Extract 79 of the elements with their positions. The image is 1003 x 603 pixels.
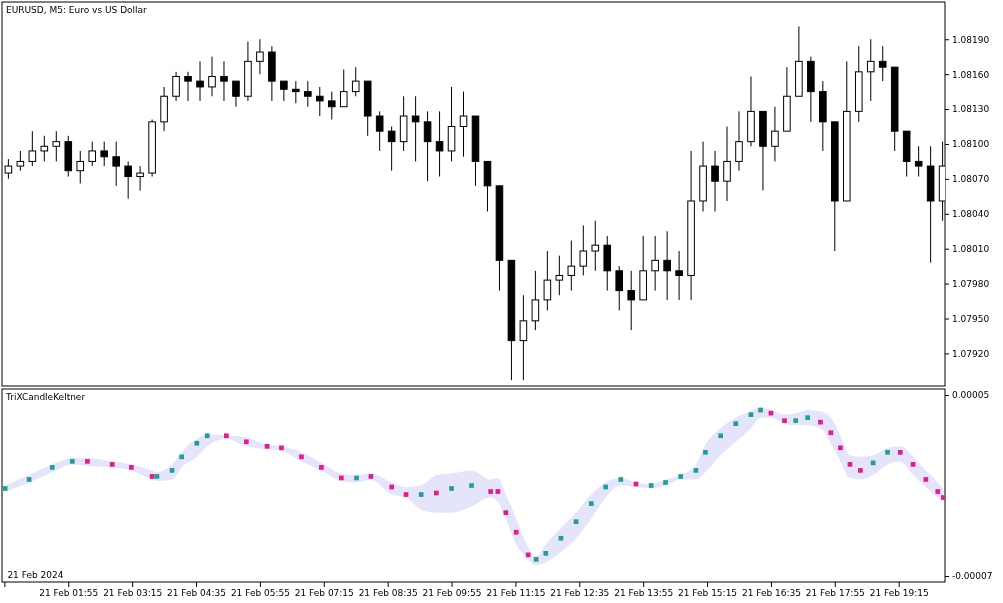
candlestick: [914, 145, 923, 178]
candlestick: [663, 230, 671, 301]
x-tick-label: 21 Feb 08:35: [358, 588, 418, 599]
candlestick: [172, 71, 180, 102]
y-tick-label: -0.00007: [952, 571, 993, 582]
x-tick-label: 21 Feb 17:55: [805, 588, 865, 599]
candlestick: [723, 126, 731, 202]
y-tick-label: 1.08040: [952, 209, 990, 220]
x-tick-label: 21 Feb 05:55: [230, 588, 290, 599]
candlestick: [4, 158, 13, 180]
candlestick: [411, 95, 420, 162]
x-tick-label: 21 Feb 13:55: [614, 588, 674, 599]
x-tick-label: 21 Feb 12:35: [550, 588, 610, 599]
candlestick: [76, 150, 85, 185]
candlestick: [316, 86, 324, 117]
candlestick: [531, 270, 540, 331]
candlestick: [675, 250, 683, 301]
candlestick: [88, 141, 97, 167]
candlestick: [28, 130, 37, 167]
candlestick: [878, 45, 887, 82]
candlestick: [459, 91, 468, 158]
candlestick: [124, 160, 132, 200]
y-tick-label: 0.00005: [952, 390, 990, 401]
candlestick: [543, 250, 552, 311]
y-tick-label: 1.07980: [952, 278, 990, 289]
x-tick-label: 21 Feb 16:35: [741, 588, 801, 599]
candlestick: [423, 110, 432, 182]
candlestick: [136, 165, 144, 192]
x-tick-label: 21 Feb 03:15: [103, 588, 163, 599]
x-tick-label: 21 Feb 01:55: [39, 588, 99, 599]
y-tick-label: 1.07920: [952, 348, 990, 359]
y-tick-label: 1.08100: [952, 139, 990, 150]
candlestick: [771, 106, 779, 162]
annotation: 21 Feb 2024: [7, 570, 64, 580]
chart-title: EURUSD, M5: Euro vs US Dollar: [6, 5, 148, 15]
candlestick: [280, 80, 288, 102]
y-tick-label: 1.08160: [952, 69, 990, 80]
x-tick-label: 21 Feb 04:35: [167, 588, 227, 599]
candlestick: [866, 38, 875, 102]
candlestick: [375, 110, 384, 152]
candlestick: [387, 126, 396, 172]
y-tick-label: 1.08130: [952, 104, 990, 115]
candlestick: [220, 60, 228, 102]
candlestick: [555, 255, 564, 296]
x-tick-label: 21 Feb 11:15: [486, 588, 546, 599]
y-tick-label: 1.08070: [952, 174, 990, 185]
candlestick: [735, 110, 743, 172]
candlestick: [256, 38, 264, 75]
y-tick-label: 1.08190: [952, 34, 990, 45]
candlestick: [100, 141, 108, 167]
candlestick: [327, 91, 336, 121]
candlestick: [52, 130, 61, 162]
x-tick-label: 21 Feb 07:15: [294, 588, 354, 599]
candlestick: [435, 110, 444, 178]
candlestick: [196, 60, 204, 102]
y-tick-label: 1.07950: [952, 313, 990, 324]
candlestick: [711, 150, 719, 212]
candlestick: [615, 265, 624, 311]
candlestick: [184, 71, 192, 102]
candlestick: [40, 135, 49, 162]
candlestick: [519, 294, 528, 381]
y-tick-label: 1.08010: [952, 244, 990, 255]
candlestick: [579, 224, 588, 276]
candlestick: [591, 220, 600, 272]
candlestick: [351, 66, 360, 97]
x-tick-label: 21 Feb 19:15: [869, 588, 929, 599]
x-tick-label: 21 Feb 15:15: [678, 588, 738, 599]
chart-title: TriXCandleKeltner: [5, 392, 86, 402]
candlestick: [292, 80, 300, 104]
candlestick: [304, 80, 312, 108]
candlestick: [339, 68, 348, 108]
candlestick: [567, 240, 576, 292]
candlestick: [112, 141, 120, 187]
candlestick: [232, 80, 240, 108]
candlestick: [16, 150, 25, 172]
candlestick: [651, 235, 659, 292]
candlestick: [627, 270, 635, 331]
candlestick: [208, 56, 216, 97]
x-tick-label: 21 Feb 09:55: [422, 588, 482, 599]
